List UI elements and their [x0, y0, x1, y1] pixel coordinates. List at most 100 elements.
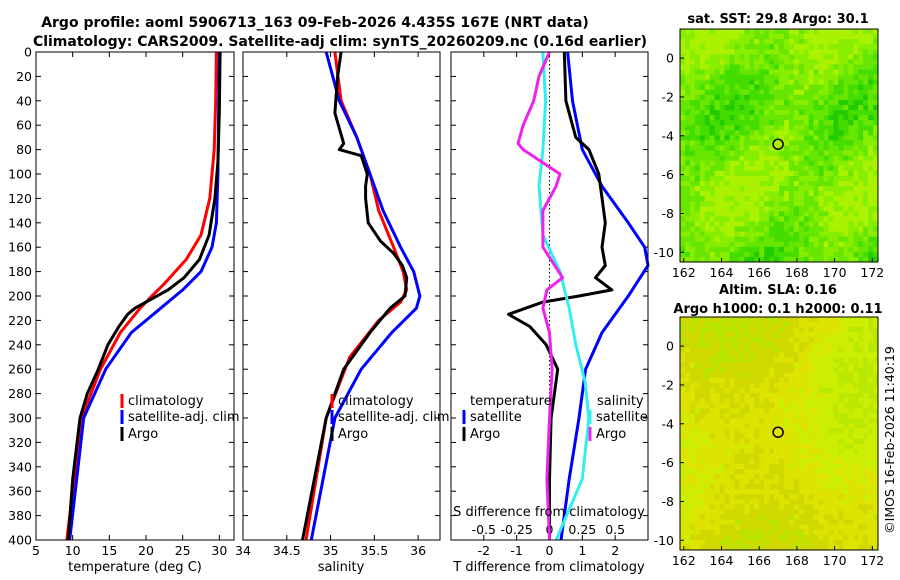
- heatmap-cell: [783, 94, 790, 101]
- heatmap-cell: [739, 186, 745, 192]
- heatmap-cell: [843, 479, 849, 485]
- heatmap-cell: [729, 251, 735, 258]
- heatmap-cell: [828, 251, 834, 258]
- heatmap-cell: [704, 64, 711, 70]
- heatmap-cell: [793, 468, 800, 475]
- heatmap-cell: [684, 463, 691, 470]
- heatmap-cell: [680, 423, 686, 429]
- heatmap-cell: [803, 54, 810, 60]
- heatmap-cell: [798, 433, 805, 439]
- heatmap-cell: [744, 443, 750, 450]
- heatmap-cell: [783, 337, 790, 343]
- heatmap-cell: [808, 175, 815, 182]
- heatmap-cell: [868, 463, 874, 470]
- heatmap-cell: [828, 155, 834, 162]
- heatmap-cell: [843, 150, 849, 157]
- heatmap-cell: [793, 479, 800, 485]
- sst-heatmap-cells: [680, 29, 879, 263]
- heatmap-cell: [808, 74, 815, 81]
- heatmap-cell: [853, 392, 859, 399]
- heatmap-cell: [853, 241, 859, 248]
- heatmap-cell: [680, 509, 686, 515]
- heatmap-cell: [769, 191, 775, 197]
- heatmap-cell: [744, 484, 750, 490]
- heatmap-cell: [788, 458, 795, 465]
- heatmap-cell: [833, 453, 839, 460]
- heatmap-cell: [783, 458, 790, 465]
- heatmap-cell: [858, 504, 864, 510]
- heatmap-cell: [863, 418, 869, 424]
- heatmap-cell: [858, 54, 864, 60]
- heatmap-cell: [680, 453, 686, 460]
- heatmap-cell: [843, 489, 849, 495]
- heatmap-cell: [783, 155, 790, 162]
- heatmap-cell: [719, 211, 725, 217]
- heatmap-cell: [803, 524, 810, 531]
- heatmap-cell: [813, 484, 819, 490]
- heatmap-cell: [714, 160, 720, 167]
- heatmap-cell: [729, 433, 735, 439]
- heatmap-cell: [863, 246, 869, 253]
- heatmap-cell: [774, 408, 780, 414]
- heatmap-cell: [843, 423, 849, 429]
- heatmap-cell: [680, 221, 686, 227]
- heatmap-cell: [833, 474, 839, 480]
- heatmap-cell: [823, 64, 829, 70]
- heatmap-cell: [793, 317, 800, 323]
- heatmap-cell: [764, 29, 770, 35]
- heatmap-cell: [729, 347, 735, 353]
- heatmap-cell: [744, 322, 750, 328]
- heatmap-cell: [848, 463, 854, 470]
- heatmap-cell: [838, 94, 844, 101]
- heatmap-cell: [769, 246, 775, 253]
- heatmap-cell: [788, 504, 795, 510]
- heatmap-cell: [858, 377, 864, 384]
- heatmap-cell: [808, 256, 815, 263]
- heatmap-cell: [818, 342, 824, 348]
- heatmap-cell: [729, 115, 735, 121]
- heatmap-cell: [729, 54, 735, 60]
- heatmap-cell: [868, 448, 874, 455]
- heatmap-cell: [694, 39, 701, 45]
- heatmap-cell: [828, 221, 834, 227]
- heatmap-cell: [699, 327, 706, 333]
- heatmap-cell: [714, 438, 720, 445]
- heatmap-cell: [779, 110, 785, 116]
- heatmap-cell: [858, 463, 864, 470]
- heatmap-cell: [719, 196, 725, 202]
- heatmap-cell: [853, 99, 859, 106]
- map-y-tick-label: -8: [662, 206, 675, 221]
- heatmap-cell: [823, 155, 829, 162]
- heatmap-cell: [788, 79, 795, 86]
- heatmap-cell: [759, 499, 765, 505]
- heatmap-cell: [759, 170, 765, 177]
- heatmap-cell: [858, 256, 864, 263]
- heatmap-cell: [798, 211, 805, 217]
- heatmap-cell: [769, 377, 775, 384]
- heatmap-cell: [808, 110, 815, 116]
- heatmap-cell: [689, 89, 696, 96]
- heatmap-cell: [749, 453, 755, 460]
- heatmap-cell: [680, 110, 686, 116]
- heatmap-cell: [734, 170, 740, 177]
- heatmap-cell: [689, 125, 696, 131]
- heatmap-cell: [769, 89, 775, 96]
- heatmap-cell: [848, 125, 854, 131]
- heatmap-cell: [818, 539, 824, 546]
- heatmap-cell: [719, 49, 725, 55]
- heatmap-cell: [788, 352, 795, 358]
- heatmap-cell: [783, 499, 790, 505]
- heatmap-cell: [833, 357, 839, 363]
- heatmap-cell: [729, 453, 735, 460]
- heatmap-cell: [808, 342, 815, 348]
- heatmap-cell: [684, 140, 691, 146]
- heatmap-cell: [833, 534, 839, 541]
- heatmap-cell: [813, 251, 819, 258]
- heatmap-cell: [793, 160, 800, 167]
- heatmap-cell: [749, 413, 755, 419]
- heatmap-cell: [694, 519, 701, 526]
- heatmap-cell: [719, 534, 725, 541]
- heatmap-cell: [734, 125, 740, 131]
- heatmap-cell: [828, 74, 834, 81]
